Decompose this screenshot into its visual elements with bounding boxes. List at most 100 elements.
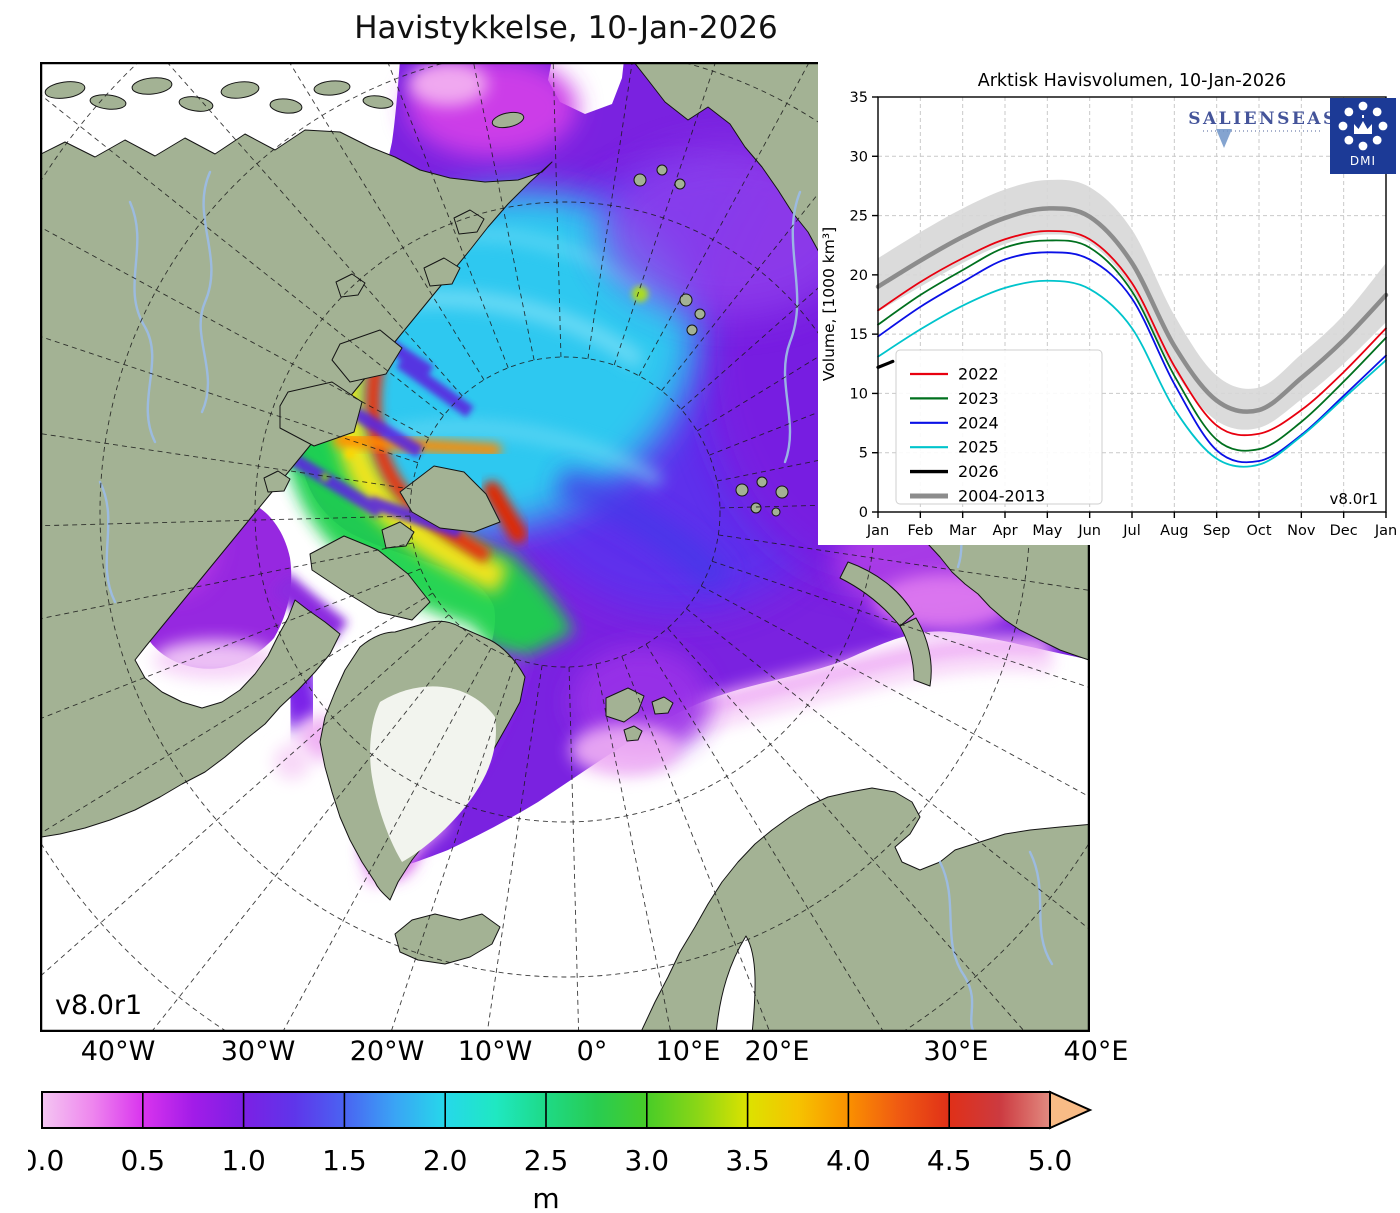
chart-series (875, 179, 1389, 468)
islands-top-left-chain (44, 77, 394, 114)
line-2026 (876, 359, 895, 369)
meridian-line (621, 656, 771, 1032)
longitude-tick-label: 10°W (457, 1036, 533, 1067)
meridian-line (686, 608, 1090, 931)
x-tick-label: Nov (1287, 523, 1316, 539)
colorbar-tick-label: 1.5 (322, 1144, 367, 1177)
x-tick-label: Jan (1374, 523, 1397, 539)
ice-sz-speck (632, 286, 648, 302)
legend-label-2025: 2025 (958, 438, 999, 457)
ice-hudson-strait (271, 572, 348, 643)
longitude-tick-label: 10°E (655, 1036, 721, 1067)
meridian-line (40, 335, 419, 464)
ice-channel-speck (321, 473, 329, 481)
line-2023 (877, 239, 1387, 452)
y-tick-label: 20 (850, 268, 868, 284)
meridian-line (645, 643, 885, 1032)
line-2025 (877, 279, 1387, 468)
line-2024 (877, 251, 1387, 464)
meridian-line (40, 226, 429, 439)
meridian-line (667, 627, 1026, 1032)
islands-franz-josef-land (735, 476, 789, 517)
colorbar-tick-label: 0.5 (121, 1144, 166, 1177)
dmi-dot (1358, 101, 1368, 111)
islands-svalbard (605, 687, 674, 742)
ice-thick-red-blob (483, 481, 527, 543)
islands-severnaya-zemlya (679, 293, 706, 336)
meridian-line (150, 633, 469, 1032)
y-tick-label: 25 (850, 209, 868, 225)
y-tick-label: 10 (850, 386, 868, 402)
y-tick-label: 35 (850, 90, 868, 106)
dmi-dot (1344, 135, 1354, 145)
ice-hudson-pink-fringe (153, 640, 277, 680)
longitude-tick-label: 20°W (349, 1036, 425, 1067)
ice-blue-streak (555, 467, 731, 593)
meridian-line (40, 614, 450, 978)
x-tick-label: Mar (949, 523, 976, 539)
x-tick-label: May (1032, 523, 1062, 539)
colorbar-tick-label: 5.0 (1028, 1144, 1073, 1177)
band-2004-2013-spread (878, 179, 1386, 430)
island-wrangel (491, 111, 525, 129)
colorbar-tick-label: 4.5 (927, 1144, 972, 1177)
islands-new-siberian (633, 164, 686, 190)
colorbar-tick-label: 4.0 (826, 1144, 871, 1177)
salienseas-logo: SALIENSEAS (1188, 109, 1338, 148)
salienseas-logo-text: SALIENSEAS (1188, 109, 1338, 129)
baltic-sea-white (715, 935, 756, 1032)
meridian-line (587, 62, 633, 359)
y-tick-label: 15 (850, 327, 868, 343)
meridian-line (568, 666, 580, 1032)
ice-channel-speck (345, 449, 355, 459)
colorbar-tick-label: 3.5 (725, 1144, 770, 1177)
meridian-line (166, 62, 463, 397)
islands-novaya-zemlya (839, 561, 932, 687)
meridian-line (552, 62, 562, 358)
meridian-line (282, 648, 492, 1032)
x-tick-label: Jan (866, 523, 889, 539)
legend-label-2026: 2026 (958, 462, 999, 481)
meridian-line (40, 592, 434, 835)
dmi-logo: DMI (1330, 98, 1396, 174)
x-tick-label: Sep (1203, 523, 1230, 539)
chart-legend: 2022 2023 2024 2025 2026 2004-2013 (895, 349, 1103, 506)
meridian-line (40, 568, 421, 720)
map-version-label: v8.0r1 (55, 990, 142, 1021)
colorbar-overflow-arrow-icon (1049, 1090, 1093, 1130)
x-tick-label: Jun (1077, 523, 1101, 539)
y-tick-label: 30 (850, 149, 868, 165)
meridian-line (595, 663, 672, 1032)
colorbar-tick-label: 2.0 (423, 1144, 468, 1177)
meridian-line (40, 433, 412, 490)
x-tick-label: Jul (1122, 523, 1141, 539)
islands-canadian-archipelago (263, 209, 501, 621)
legend-label-2024: 2024 (958, 413, 999, 432)
ice-barents-edge-pink (636, 635, 1052, 742)
x-tick-label: Dec (1330, 523, 1358, 539)
longitude-tick-label: 20°E (744, 1036, 810, 1067)
y-tick-label: 5 (859, 446, 868, 462)
colorbar-unit-label: m (532, 1182, 559, 1212)
land-iceland (394, 913, 501, 965)
chart-title: Arktisk Havisvolumen, 10-Jan-2026 (978, 71, 1287, 91)
meridian-line (390, 658, 517, 1032)
dmi-logo-text: DMI (1350, 154, 1376, 168)
meridian-line (613, 62, 717, 366)
latitude-circle (409, 356, 721, 668)
ice-barents-edge-pale (642, 657, 1053, 752)
meridian-line (486, 665, 543, 1032)
meridian-line (288, 62, 485, 381)
meridian-line (40, 542, 414, 620)
chart-ylabel: Volume, [1000 km³] (820, 227, 838, 381)
land-north-america (40, 129, 553, 838)
dmi-crown-icon (1354, 115, 1372, 134)
longitude-tick-label: 0° (576, 1036, 608, 1067)
meridian-line (40, 93, 444, 416)
colorbar-tick-label: 0.0 (28, 1144, 64, 1177)
legend-label-2023: 2023 (958, 389, 999, 408)
meridian-line (718, 534, 1090, 591)
